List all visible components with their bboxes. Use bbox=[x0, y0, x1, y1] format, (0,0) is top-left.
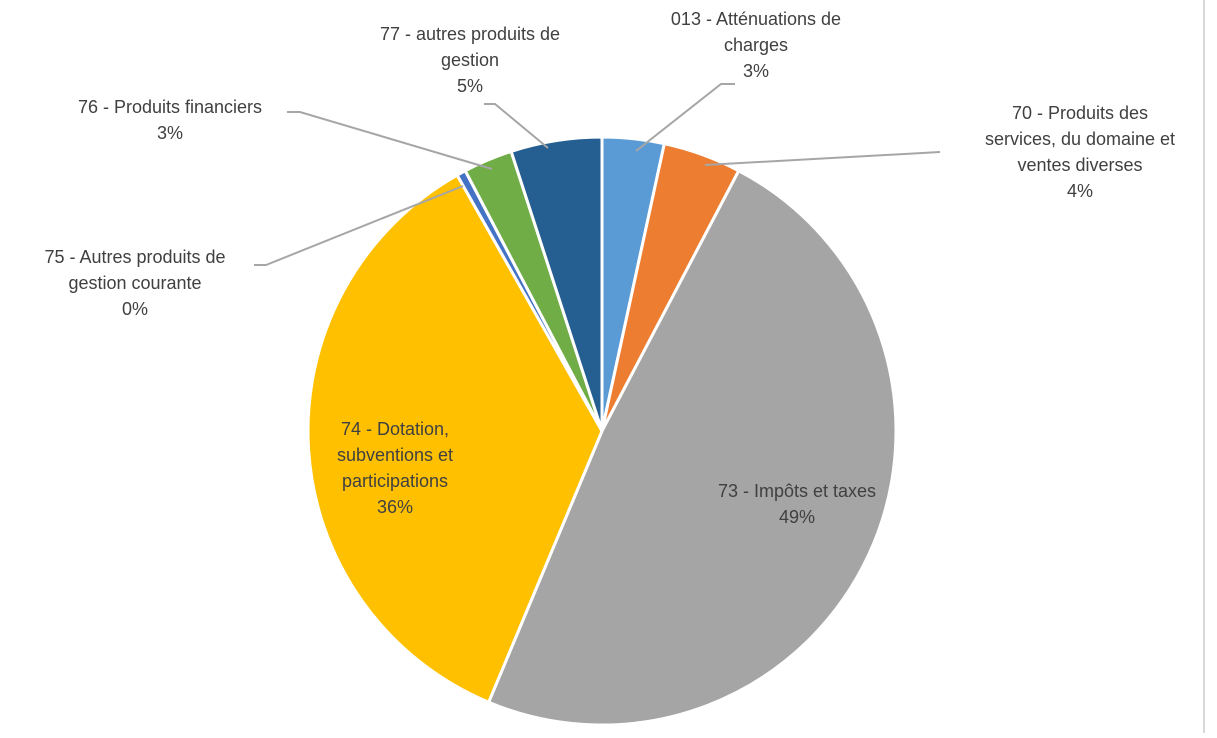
slice-label-013: 013 - Atténuations de charges 3% bbox=[671, 9, 841, 81]
pie-slice-77 bbox=[509, 135, 604, 433]
slice-label-line: 74 - Dotation, bbox=[341, 419, 449, 439]
slice-label-line: 75 - Autres produits de bbox=[44, 247, 225, 267]
slice-percent: 3% bbox=[743, 61, 769, 81]
slice-percent: 4% bbox=[1067, 181, 1093, 201]
slice-label-line: gestion bbox=[441, 50, 499, 70]
slice-percent: 36% bbox=[377, 497, 413, 517]
slice-label-70: 70 - Produits des services, du domaine et… bbox=[985, 103, 1175, 201]
slice-label-74: 74 - Dotation, subventions et participatio… bbox=[337, 419, 453, 517]
leader-line-76 bbox=[287, 111, 493, 170]
slice-label-75: 75 - Autres produits de gestion courante 0… bbox=[44, 247, 225, 319]
slice-percent: 49% bbox=[779, 507, 815, 527]
slice-label-line: 70 - Produits des bbox=[1012, 103, 1148, 123]
slice-label-line: participations bbox=[342, 471, 448, 491]
slice-label-line: services, du domaine et bbox=[985, 129, 1175, 149]
leader-line-70 bbox=[704, 151, 941, 166]
labels-layer: 013 - Atténuations de charges 3% 70 - Produ… bbox=[44, 9, 1175, 527]
pie-slice-73 bbox=[487, 169, 898, 727]
slices-layer bbox=[306, 135, 898, 727]
slice-label-line: 73 - Impôts et taxes bbox=[718, 481, 876, 501]
pie-slice-74 bbox=[306, 173, 604, 704]
slice-percent: 0% bbox=[122, 299, 148, 319]
slice-label-line: 013 - Atténuations de bbox=[671, 9, 841, 29]
leader-line-013 bbox=[635, 83, 735, 152]
leader-lines-layer bbox=[254, 83, 941, 266]
chart-frame-border bbox=[1203, 0, 1205, 733]
slice-label-line: 77 - autres produits de bbox=[380, 24, 560, 44]
slice-label-76: 76 - Produits financiers 3% bbox=[78, 97, 262, 143]
slice-percent: 5% bbox=[457, 76, 483, 96]
slice-label-line: 76 - Produits financiers bbox=[78, 97, 262, 117]
slice-label-73: 73 - Impôts et taxes 49% bbox=[718, 481, 876, 527]
leader-line-77 bbox=[484, 103, 549, 149]
slice-label-line: ventes diverses bbox=[1017, 155, 1142, 175]
slice-label-line: subventions et bbox=[337, 445, 453, 465]
slice-label-line: gestion courante bbox=[68, 273, 201, 293]
leader-line-75 bbox=[254, 185, 464, 266]
slice-label-line: charges bbox=[724, 35, 788, 55]
slice-percent: 3% bbox=[157, 123, 183, 143]
slice-label-77: 77 - autres produits de gestion 5% bbox=[380, 24, 560, 96]
